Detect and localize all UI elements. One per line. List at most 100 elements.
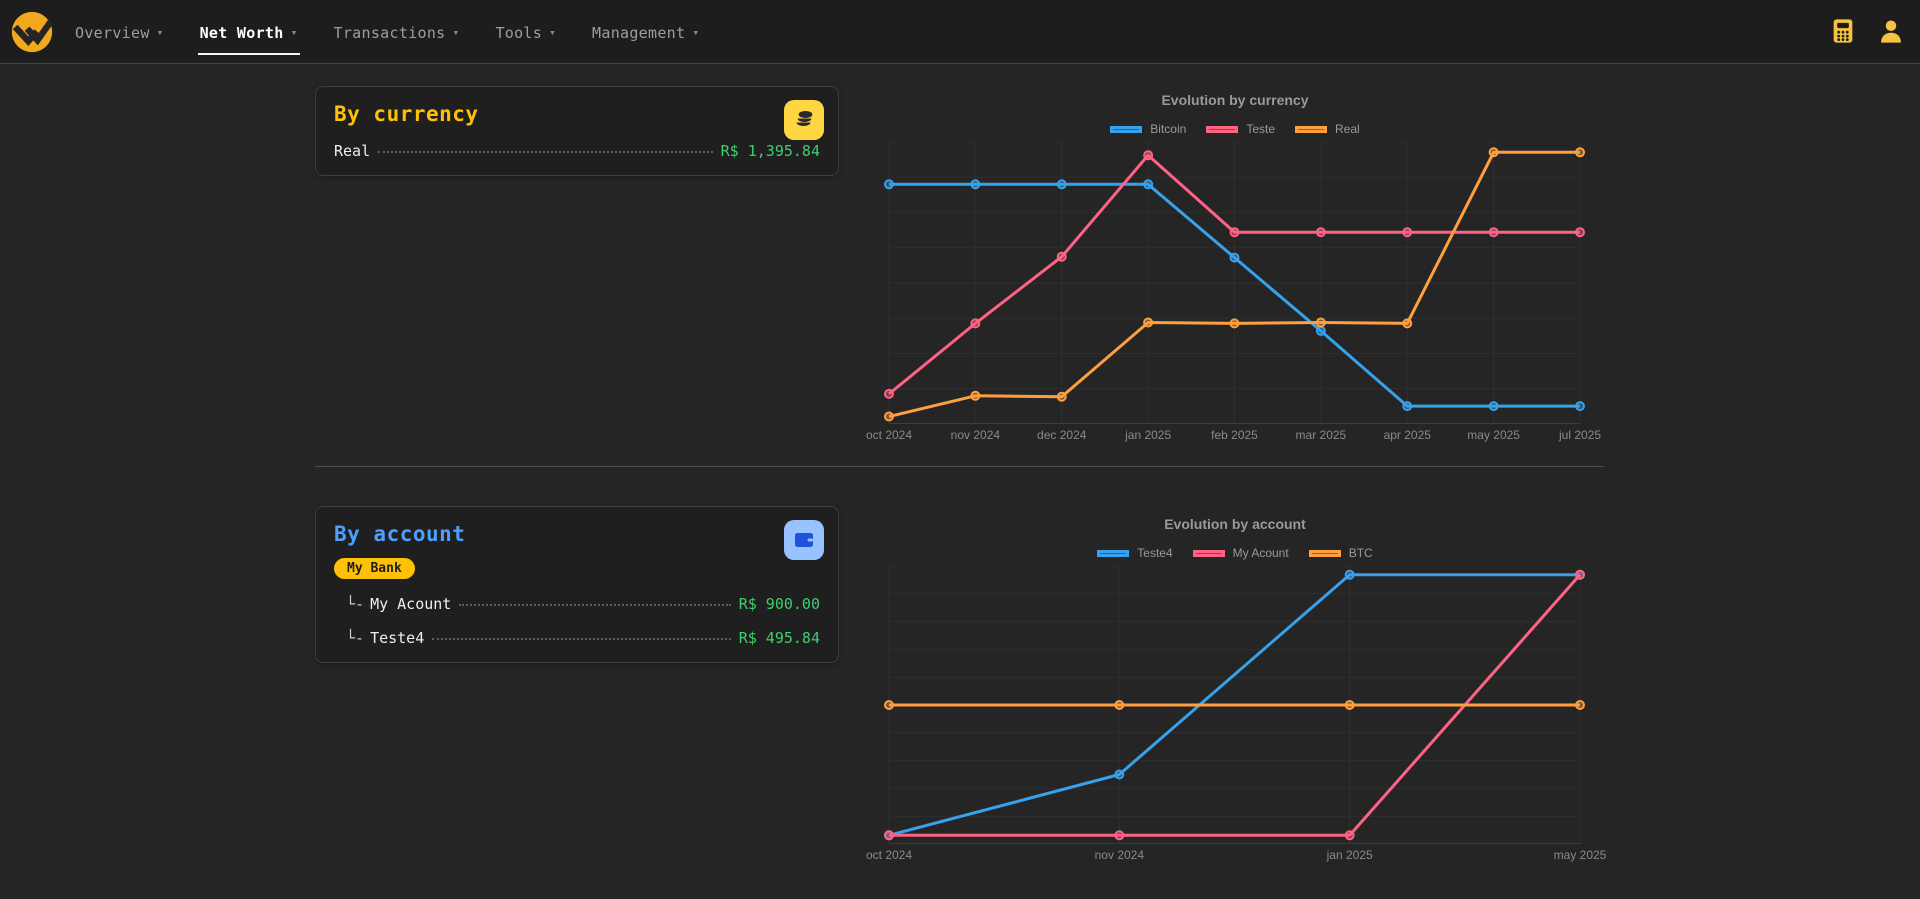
series-line: [889, 182, 1580, 408]
x-tick-label: oct 2024: [865, 428, 913, 442]
nav-item-transactions[interactable]: Transactions ▾: [334, 0, 460, 63]
account-row-my-acount: └- My Acount R$ 900.00: [334, 595, 820, 613]
brand-logo[interactable]: [10, 10, 54, 54]
dotted-leader: [378, 151, 713, 153]
brand-logo-icon: [11, 11, 53, 53]
x-tick-label: nov 2024: [950, 428, 1001, 442]
calculator-button[interactable]: [1828, 17, 1858, 47]
x-axis-labels: oct 2024 nov 2024 dec 2024 jan 2025 feb 2025…: [866, 428, 1602, 450]
data-point: [884, 700, 894, 710]
nav-item-net-worth[interactable]: Net Worth ▾: [197, 0, 300, 63]
account-label: My Acount: [370, 595, 452, 613]
coins-icon: [796, 111, 813, 126]
x-tick-label: jan 2025: [1326, 848, 1373, 862]
account-settings-button[interactable]: [784, 520, 824, 560]
nav-item-label: Net Worth: [199, 23, 284, 42]
chevron-down-icon: ▾: [452, 26, 460, 39]
data-point: [1402, 318, 1413, 329]
account-label: Teste4: [370, 629, 425, 647]
data-point: [1114, 700, 1125, 710]
chart-title: Evolution by account: [1164, 516, 1306, 532]
x-tick-label: jul 2025: [1558, 428, 1602, 442]
by-currency-title: By currency: [334, 102, 479, 126]
x-tick-label: mar 2025: [1295, 428, 1347, 442]
legend-item[interactable]: Bitcoin: [1110, 122, 1186, 136]
legend-item[interactable]: Teste: [1206, 122, 1275, 136]
line-plot: [884, 566, 1585, 844]
data-point: [1315, 325, 1326, 336]
currency-row-real: Real R$ 1,395.84: [334, 142, 820, 160]
chart-legend: Bitcoin Teste Real: [870, 121, 1600, 137]
data-point: [1488, 147, 1499, 158]
x-tick-label: may 2025: [1553, 848, 1607, 862]
chevron-down-icon: ▾: [290, 26, 298, 39]
nav-item-label: Management: [592, 23, 686, 42]
currency-label: Real: [334, 142, 371, 160]
nav-item-overview[interactable]: Overview ▾: [75, 0, 164, 63]
tree-branch-icon: └-: [346, 629, 365, 647]
legend-item[interactable]: Teste4: [1097, 546, 1173, 560]
currency-evolution-chart: Evolution by currency Bitcoin Teste Real o…: [866, 88, 1601, 444]
legend-swatch: [1308, 549, 1341, 557]
data-point: [1575, 700, 1585, 710]
by-account-title: By account: [334, 522, 466, 546]
legend-item[interactable]: My Acount: [1192, 546, 1289, 560]
data-point: [1402, 401, 1413, 412]
legend-swatch: [1110, 125, 1143, 133]
user-button[interactable]: [1876, 17, 1906, 47]
legend-swatch: [1192, 549, 1225, 557]
data-point: [1575, 227, 1585, 238]
legend-item[interactable]: Real: [1295, 122, 1360, 136]
x-axis-labels: oct 2024 nov 2024 jan 2025 may 2025: [866, 848, 1606, 870]
top-navbar: Overview ▾ Net Worth ▾ Transactions ▾ To…: [0, 0, 1920, 64]
legend-label: Real: [1335, 122, 1360, 136]
data-point: [1488, 227, 1499, 238]
data-point: [884, 179, 894, 190]
x-tick-label: apr 2025: [1383, 428, 1431, 442]
legend-label: Teste4: [1137, 546, 1173, 560]
data-point: [1488, 401, 1499, 412]
data-point: [970, 390, 981, 401]
legend-swatch: [1295, 125, 1328, 133]
data-point: [1056, 251, 1067, 262]
data-point: [884, 830, 894, 841]
legend-label: Teste: [1246, 122, 1276, 136]
nav-item-label: Transactions: [333, 23, 446, 42]
line-plot: [884, 142, 1585, 424]
currency-settings-button[interactable]: [784, 100, 824, 140]
chart-title: Evolution by currency: [1161, 92, 1309, 108]
nav-item-management[interactable]: Management ▾: [592, 0, 699, 63]
account-evolution-chart: Evolution by account Teste4 My Acount BTC …: [866, 512, 1606, 870]
legend-item[interactable]: BTC: [1308, 546, 1373, 560]
bank-badge[interactable]: My Bank: [334, 558, 415, 579]
main-menu: Overview ▾ Net Worth ▾ Transactions ▾ To…: [75, 0, 699, 63]
by-currency-card: By currency Real R$ 1,395.84: [315, 86, 839, 176]
data-point: [1143, 150, 1154, 161]
data-point: [1575, 147, 1585, 158]
legend-swatch: [1206, 125, 1239, 133]
nav-item-tools[interactable]: Tools ▾: [495, 0, 556, 63]
chart-legend: Teste4 My Acount BTC: [870, 545, 1600, 561]
nav-item-label: Tools: [495, 23, 543, 42]
data-point: [1315, 317, 1326, 328]
chevron-down-icon: ▾: [156, 26, 164, 39]
data-point: [1575, 401, 1585, 412]
account-row-teste4: └- Teste4 R$ 495.84: [334, 629, 820, 647]
wallet-icon: [795, 533, 813, 547]
navbar-actions: [1828, 0, 1906, 64]
x-tick-label: jan 2025: [1125, 428, 1172, 442]
x-tick-label: feb 2025: [1211, 428, 1258, 442]
data-point: [1056, 179, 1067, 190]
data-point: [1114, 830, 1125, 841]
data-point: [1229, 318, 1240, 329]
data-point: [884, 411, 894, 422]
x-tick-label: dec 2024: [1037, 428, 1087, 442]
dotted-leader: [432, 638, 731, 640]
chevron-down-icon: ▾: [692, 26, 700, 39]
data-point: [1143, 317, 1154, 328]
legend-label: BTC: [1348, 546, 1373, 560]
currency-value: R$ 1,395.84: [720, 142, 820, 160]
data-point: [1575, 569, 1585, 580]
data-point: [970, 318, 981, 329]
data-point: [1143, 179, 1154, 190]
